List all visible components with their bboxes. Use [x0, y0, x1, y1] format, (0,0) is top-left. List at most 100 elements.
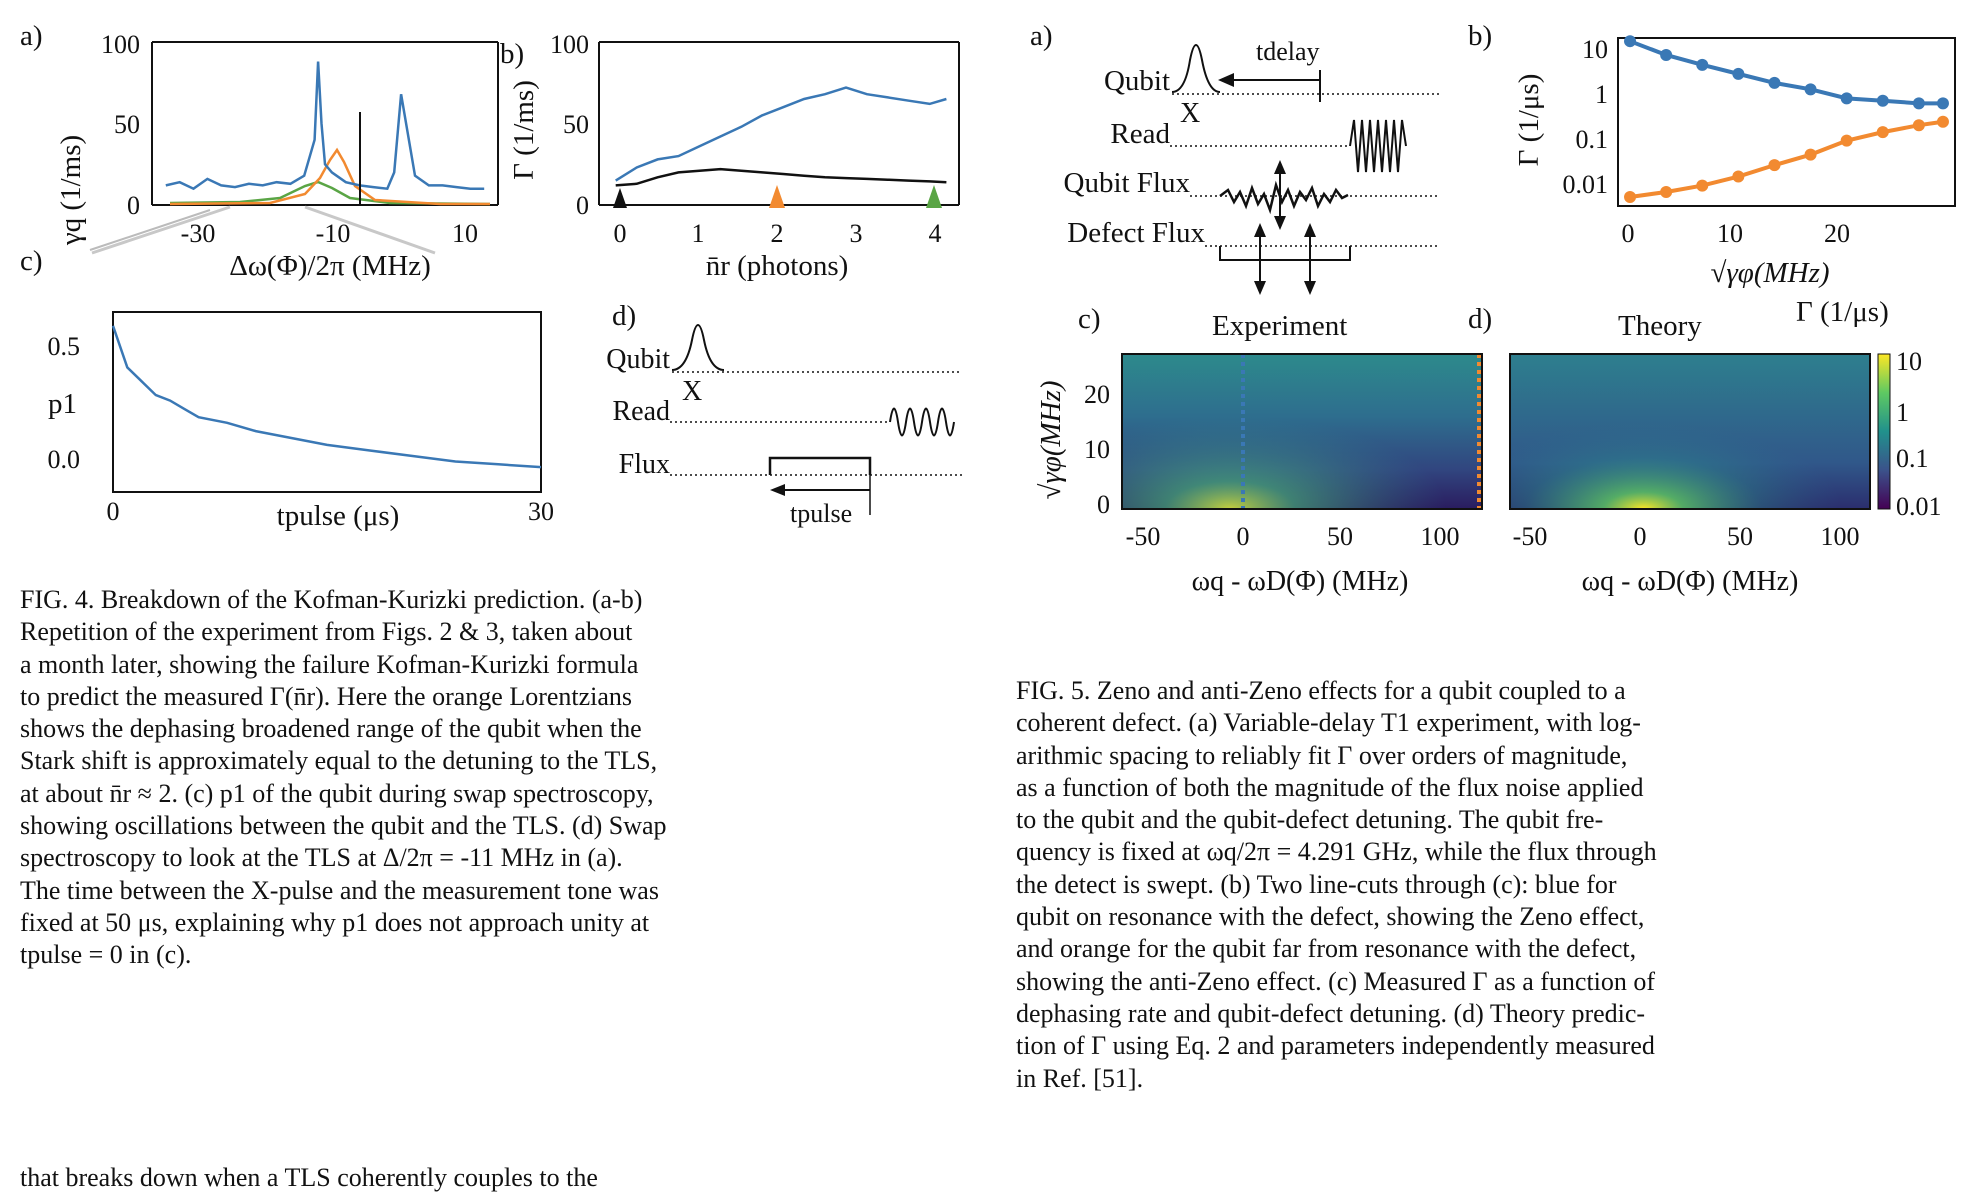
fig5c-ylabel: √γφ(MHz) [1035, 380, 1067, 499]
fig4c-data-line [111, 325, 542, 469]
fig4-zoom-lines [91, 205, 436, 255]
fig5b-blue-point [1876, 94, 1889, 107]
fig4d-qubit-label: Qubit [606, 344, 670, 375]
body-text: that breaks down when a TLS coherently c… [20, 1163, 598, 1192]
fig5a-defectflux-label: Defect Flux [1067, 217, 1205, 249]
fig5-caption-line: arithmic spacing to reliably fit Γ over … [1016, 740, 1628, 770]
fig5b-series [1624, 35, 1949, 203]
fig5d-xtick-0: 0 [1634, 522, 1647, 551]
fig4a-ytick-50: 50 [114, 110, 140, 139]
fig5b-blue-point [1732, 67, 1745, 80]
fig4c-plot: 0.5 0.0 p1 0 30 tpulse (μs) [48, 311, 554, 532]
fig5b-orange-point [1912, 119, 1925, 132]
fig4b-ylabel: Γ (1/ms) [508, 80, 540, 180]
fig4a-xtick-m10: -10 [316, 219, 351, 248]
fig5b-xtick-10: 10 [1717, 219, 1743, 248]
fig4b-plot: Γ (1/ms) 100 50 0 0 1 2 3 4 n̄r (photons… [508, 30, 960, 282]
fig4-caption-line: a month later, showing the failure Kofma… [20, 649, 639, 679]
fig4b-xtick-4: 4 [929, 219, 942, 248]
fig5a-read-label: Read [1110, 118, 1170, 150]
fig4-caption-line: Stark shift is approximately equal to th… [20, 746, 658, 776]
fig5-caption-line: qubit on resonance with the defect, show… [1016, 902, 1645, 932]
fig4-panel-a-label: a) [20, 20, 43, 52]
fig5b-blue-point [1936, 97, 1949, 110]
fig4a-xtick-10: 10 [452, 219, 478, 248]
fig4-caption-line: to predict the measured Γ(n̄r). Here the… [20, 681, 633, 711]
fig4-panel-c-label: c) [20, 245, 43, 277]
fig5-caption-line: in Ref. [51]. [1016, 1063, 1144, 1093]
fig5-caption-line: as a function of both the magnitude of t… [1016, 772, 1644, 802]
fig4d-read-label: Read [612, 396, 670, 427]
fig5c-ytick-20: 20 [1084, 380, 1110, 409]
fig5a-qubit-label: Qubit [1104, 65, 1170, 97]
fig4b-ytick-100: 100 [550, 30, 589, 59]
fig5-cbar-tick-10: 10 [1896, 347, 1922, 376]
fig4c-ylabel: p1 [48, 388, 77, 420]
fig4-caption-line: fixed at 50 μs, explaining why p1 does n… [20, 907, 650, 937]
fig4-caption-line: The time between the X-pulse and the mea… [20, 875, 659, 905]
fig5-cbar-tick-1: 1 [1896, 398, 1909, 427]
fig5cd-heatmaps: √γφ(MHz) 20 10 0 -50 0 50 100 ωq - ωD(Φ)… [1035, 347, 1942, 597]
fig5-caption-line: and orange for the qubit far from resona… [1016, 934, 1637, 964]
fig5a-schematic: Qubit Read Qubit Flux Defect Flux X tdel… [1064, 37, 1440, 295]
fig4b-black-line [615, 167, 947, 187]
fig5b-ytick-10: 10 [1582, 35, 1608, 64]
fig5-panel-a-label: a) [1030, 20, 1053, 52]
fig4b-xtick-0: 0 [614, 219, 627, 248]
fig5d-title: Theory [1618, 310, 1702, 342]
fig4d-flux-label: Flux [619, 449, 670, 480]
fig4a-data-line [165, 61, 485, 191]
fig5-caption-line: the detect is swept. (b) Two line-cuts t… [1016, 869, 1617, 899]
fig5c-xtick-50: 50 [1327, 522, 1353, 551]
fig5a-tdelay-label: tdelay [1256, 37, 1320, 66]
fig4c-xtick-30: 30 [528, 497, 554, 526]
fig4b-xtick-1: 1 [692, 219, 705, 248]
fig5a-x-label: X [1180, 98, 1200, 129]
fig4b-xtick-2: 2 [771, 219, 784, 248]
fig5c-ytick-10: 10 [1084, 435, 1110, 464]
fig5b-blue-point [1660, 48, 1673, 61]
fig5-colorbar-label: Γ (1/μs) [1796, 296, 1889, 328]
fig5-cbar-tick-01: 0.1 [1896, 444, 1929, 473]
fig5-colorbar [1877, 353, 1891, 510]
fig5-caption-line: dephasing rate and qubit-defect detuning… [1016, 998, 1646, 1028]
fig5d-xtick-100: 100 [1821, 522, 1860, 551]
fig5b-blue-point [1696, 58, 1709, 71]
fig4-caption-line: at about n̄r ≈ 2. (c) p1 of the qubit du… [20, 778, 654, 808]
fig5b-orange-point [1804, 148, 1817, 161]
fig4c-ytick-05: 0.5 [48, 332, 81, 361]
fig4-panel-d-label: d) [612, 300, 637, 332]
fig4a-ylabel: γq (1/ms) [55, 135, 87, 246]
fig4d-schematic: Qubit Read Flux X tpulse [606, 324, 962, 528]
fig5b-ytick-1: 1 [1595, 80, 1608, 109]
fig5b-orange-line [1629, 119, 1944, 199]
fig4b-xtick-3: 3 [850, 219, 863, 248]
fig4a-ytick-100: 100 [101, 30, 140, 59]
fig4-caption-line: spectroscopy to look at the TLS at Δ/2π … [20, 843, 623, 873]
fig4b-black-arrow [613, 188, 627, 208]
fig4c-ytick-00: 0.0 [48, 445, 81, 474]
fig4-caption: FIG. 4. Breakdown of the Kofman-Kurizki … [20, 584, 760, 972]
fig5b-ytick-01: 0.1 [1576, 125, 1609, 154]
fig5-caption-line: quency is fixed at ωq/2π = 4.291 GHz, wh… [1016, 837, 1657, 867]
fig4b-orange-arrow [769, 185, 785, 208]
fig5b-orange-point [1876, 126, 1889, 139]
fig5b-plot: Γ (1/μs) 10 1 0.1 0.01 0 10 20 √γφ(MHz) [1513, 35, 1956, 289]
fig4b-ytick-0: 0 [576, 191, 589, 220]
fig4-caption-line: Repetition of the experiment from Figs. … [20, 617, 633, 647]
fig4a-orange-lorentzian [169, 147, 490, 206]
fig5b-blue-point [1912, 97, 1925, 110]
fig5b-orange-point [1696, 179, 1709, 192]
fig4b-blue-line [615, 86, 947, 182]
fig4d-tpulse-label: tpulse [790, 499, 852, 528]
fig5-panel-c-label: c) [1078, 303, 1101, 335]
fig5b-blue-point [1624, 35, 1637, 48]
fig4b-xlabel: n̄r (photons) [706, 250, 849, 282]
fig4-caption-line: showing oscillations between the qubit a… [20, 811, 667, 841]
fig4d-x-label: X [682, 376, 702, 407]
fig5b-orange-point [1936, 115, 1949, 128]
fig5-caption-line: to the qubit and the qubit-defect detuni… [1016, 805, 1604, 835]
fig4c-xtick-0: 0 [107, 497, 120, 526]
fig5-caption-line: FIG. 5. Zeno and anti-Zeno effects for a… [1016, 676, 1626, 705]
fig5c-xtick-100: 100 [1421, 522, 1460, 551]
